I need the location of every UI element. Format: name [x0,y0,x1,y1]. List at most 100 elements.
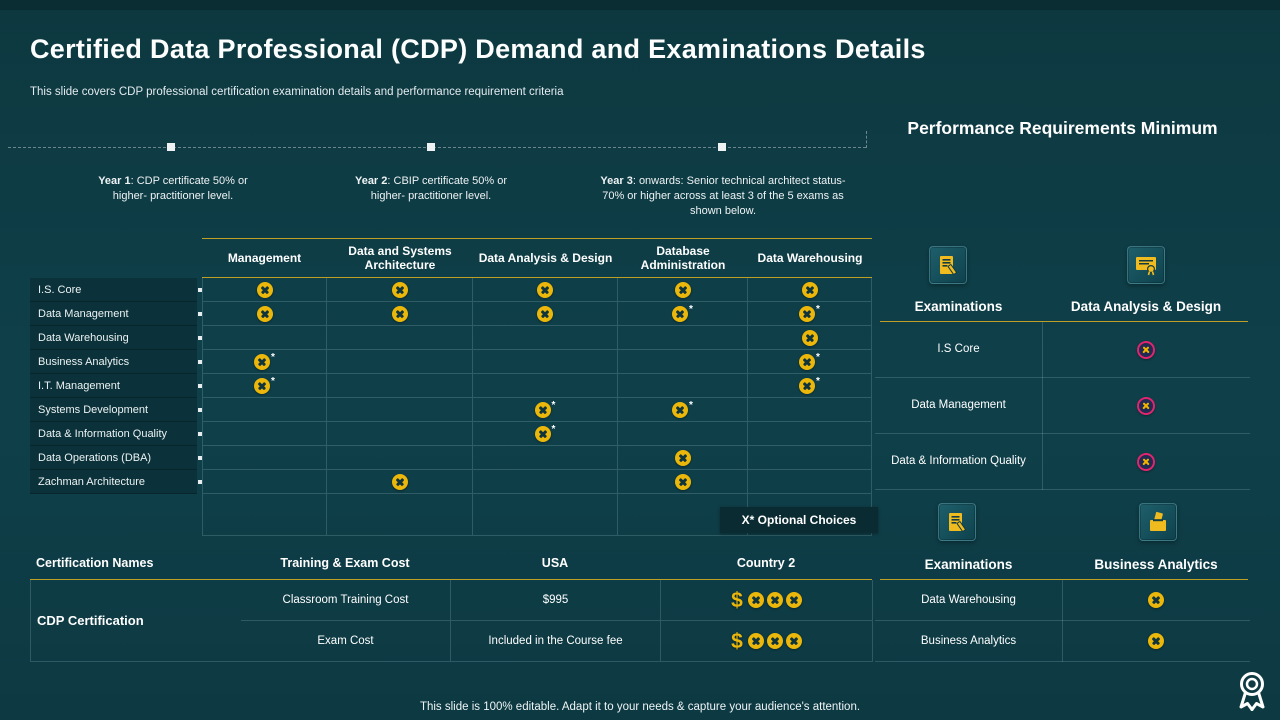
x-mark-icon [391,281,408,298]
exam-matrix: Management Data and Systems Architecture D… [30,238,872,494]
matrix-cell: * [473,422,618,446]
matrix-cell: * [202,350,327,374]
matrix-cell [202,398,327,422]
matrix-cell [202,278,327,302]
cost-table-header: Certification Names Training & Exam Cost… [30,547,872,580]
x-mark-icon [747,633,764,649]
x-mark-icon [672,401,689,418]
matrix-cell [618,326,748,350]
x-mark-icon [1148,592,1164,608]
matrix-cell [327,470,473,494]
matrix-row-label: Data Warehousing [30,326,197,350]
asterisk: * [271,352,275,363]
matrix-cell [202,302,327,326]
asterisk: * [689,304,693,315]
asterisk: * [271,376,275,387]
dollar-icon: $ [731,629,743,653]
subtitle: This slide covers CDP professional certi… [30,86,564,98]
exam-paper-glyph [940,256,957,275]
timeline-year-label: Year 1 [98,175,131,187]
panel-mark-cell [1062,621,1250,661]
matrix-cell [618,446,748,470]
panel2-col2-header: Business Analytics [1094,557,1218,572]
x-mark-icon [672,305,689,322]
matrix-cell: * [748,350,872,374]
panel-row: Business Analytics [875,621,1250,662]
exam-name: Data Warehousing [921,593,1016,606]
exam-paper-icon [938,503,976,541]
page-title: Certified Data Professional (CDP) Demand… [30,34,926,64]
asterisk: * [816,376,820,387]
exam-paper-glyph [949,513,966,532]
x-mark-icon [391,473,408,490]
matrix-column-header: Data Warehousing [748,238,872,278]
matrix-cell: * [748,302,872,326]
x-mark-icon [254,377,271,394]
matrix-row-label: Systems Development [30,398,197,422]
x-mark-icon [801,281,818,298]
x-mark-icon [534,425,551,442]
cost-header-country2: Country 2 [736,556,796,570]
x-mark-icon [254,353,271,370]
matrix-column-header: Management [202,238,327,278]
matrix-cell [748,446,872,470]
dollar-icon: $ [731,588,743,612]
ballot-hand-icon [1139,503,1177,541]
footer-note: This slide is 100% editable. Adapt it to… [419,701,861,713]
x-mark-icon [766,633,783,649]
matrix-cell [618,374,748,398]
matrix-row-label: Data & Information Quality [30,422,197,446]
asterisk: * [551,424,556,435]
cost-usa-value: $995 [451,580,661,621]
matrix-cell [748,326,872,350]
x-mark-icon [799,305,816,322]
matrix-cell [618,470,748,494]
panel1-underline [880,321,1248,322]
x-mark-icon [799,353,816,370]
cost-table: Certification Names Training & Exam Cost… [30,547,873,662]
matrix-cell [202,470,327,494]
x-mark-icon [537,281,553,298]
matrix-cell [327,326,473,350]
matrix-cell [748,278,872,302]
matrix-cell [327,278,473,302]
matrix-cell [618,278,748,302]
matrix-row-label: Zachman Architecture [30,470,197,494]
x-mark-icon [674,449,691,466]
timeline-elbow [866,131,867,148]
matrix-cell [473,470,618,494]
timeline-item: Year 1: CDP certificate 50% or higher- p… [98,175,248,202]
matrix-cell [327,374,473,398]
cost-header-usa: USA [541,556,569,570]
matrix-header: Management Data and Systems Architecture D… [30,238,872,278]
x-mark-icon [537,305,553,322]
matrix-cell: * [473,398,618,422]
x-mark-icon [785,592,802,608]
exam-name: Data & Information Quality [891,455,1026,468]
exam-name: I.S Core [937,343,980,356]
matrix-cell [473,374,618,398]
panel2-rows: Data Warehousing Business Analytics [875,580,1250,662]
timeline-marker-3 [718,143,726,151]
matrix-cell [748,422,872,446]
panel-mark-cell [1042,434,1250,489]
matrix-cell [618,350,748,374]
matrix-cell [327,422,473,446]
panel-mark-cell [1062,580,1250,620]
panel2-header: Examinations Business Analytics [875,557,1250,572]
x-mark-icon [1148,633,1164,649]
certificate-glyph [1136,257,1156,276]
x-mark-icon [747,592,764,608]
matrix-cell: * [748,374,872,398]
panel2-divider [1062,580,1063,662]
timeline-line [8,147,866,148]
matrix-cell [473,446,618,470]
x-mark-icon [1137,396,1155,415]
x-mark-icon [534,401,551,418]
matrix-row-label: I.S. Core [30,278,197,302]
exam-paper-icon [929,246,967,284]
award-ribbon-icon [1236,671,1268,716]
x-mark-icon [1137,452,1155,471]
panel2-underline [880,579,1248,580]
